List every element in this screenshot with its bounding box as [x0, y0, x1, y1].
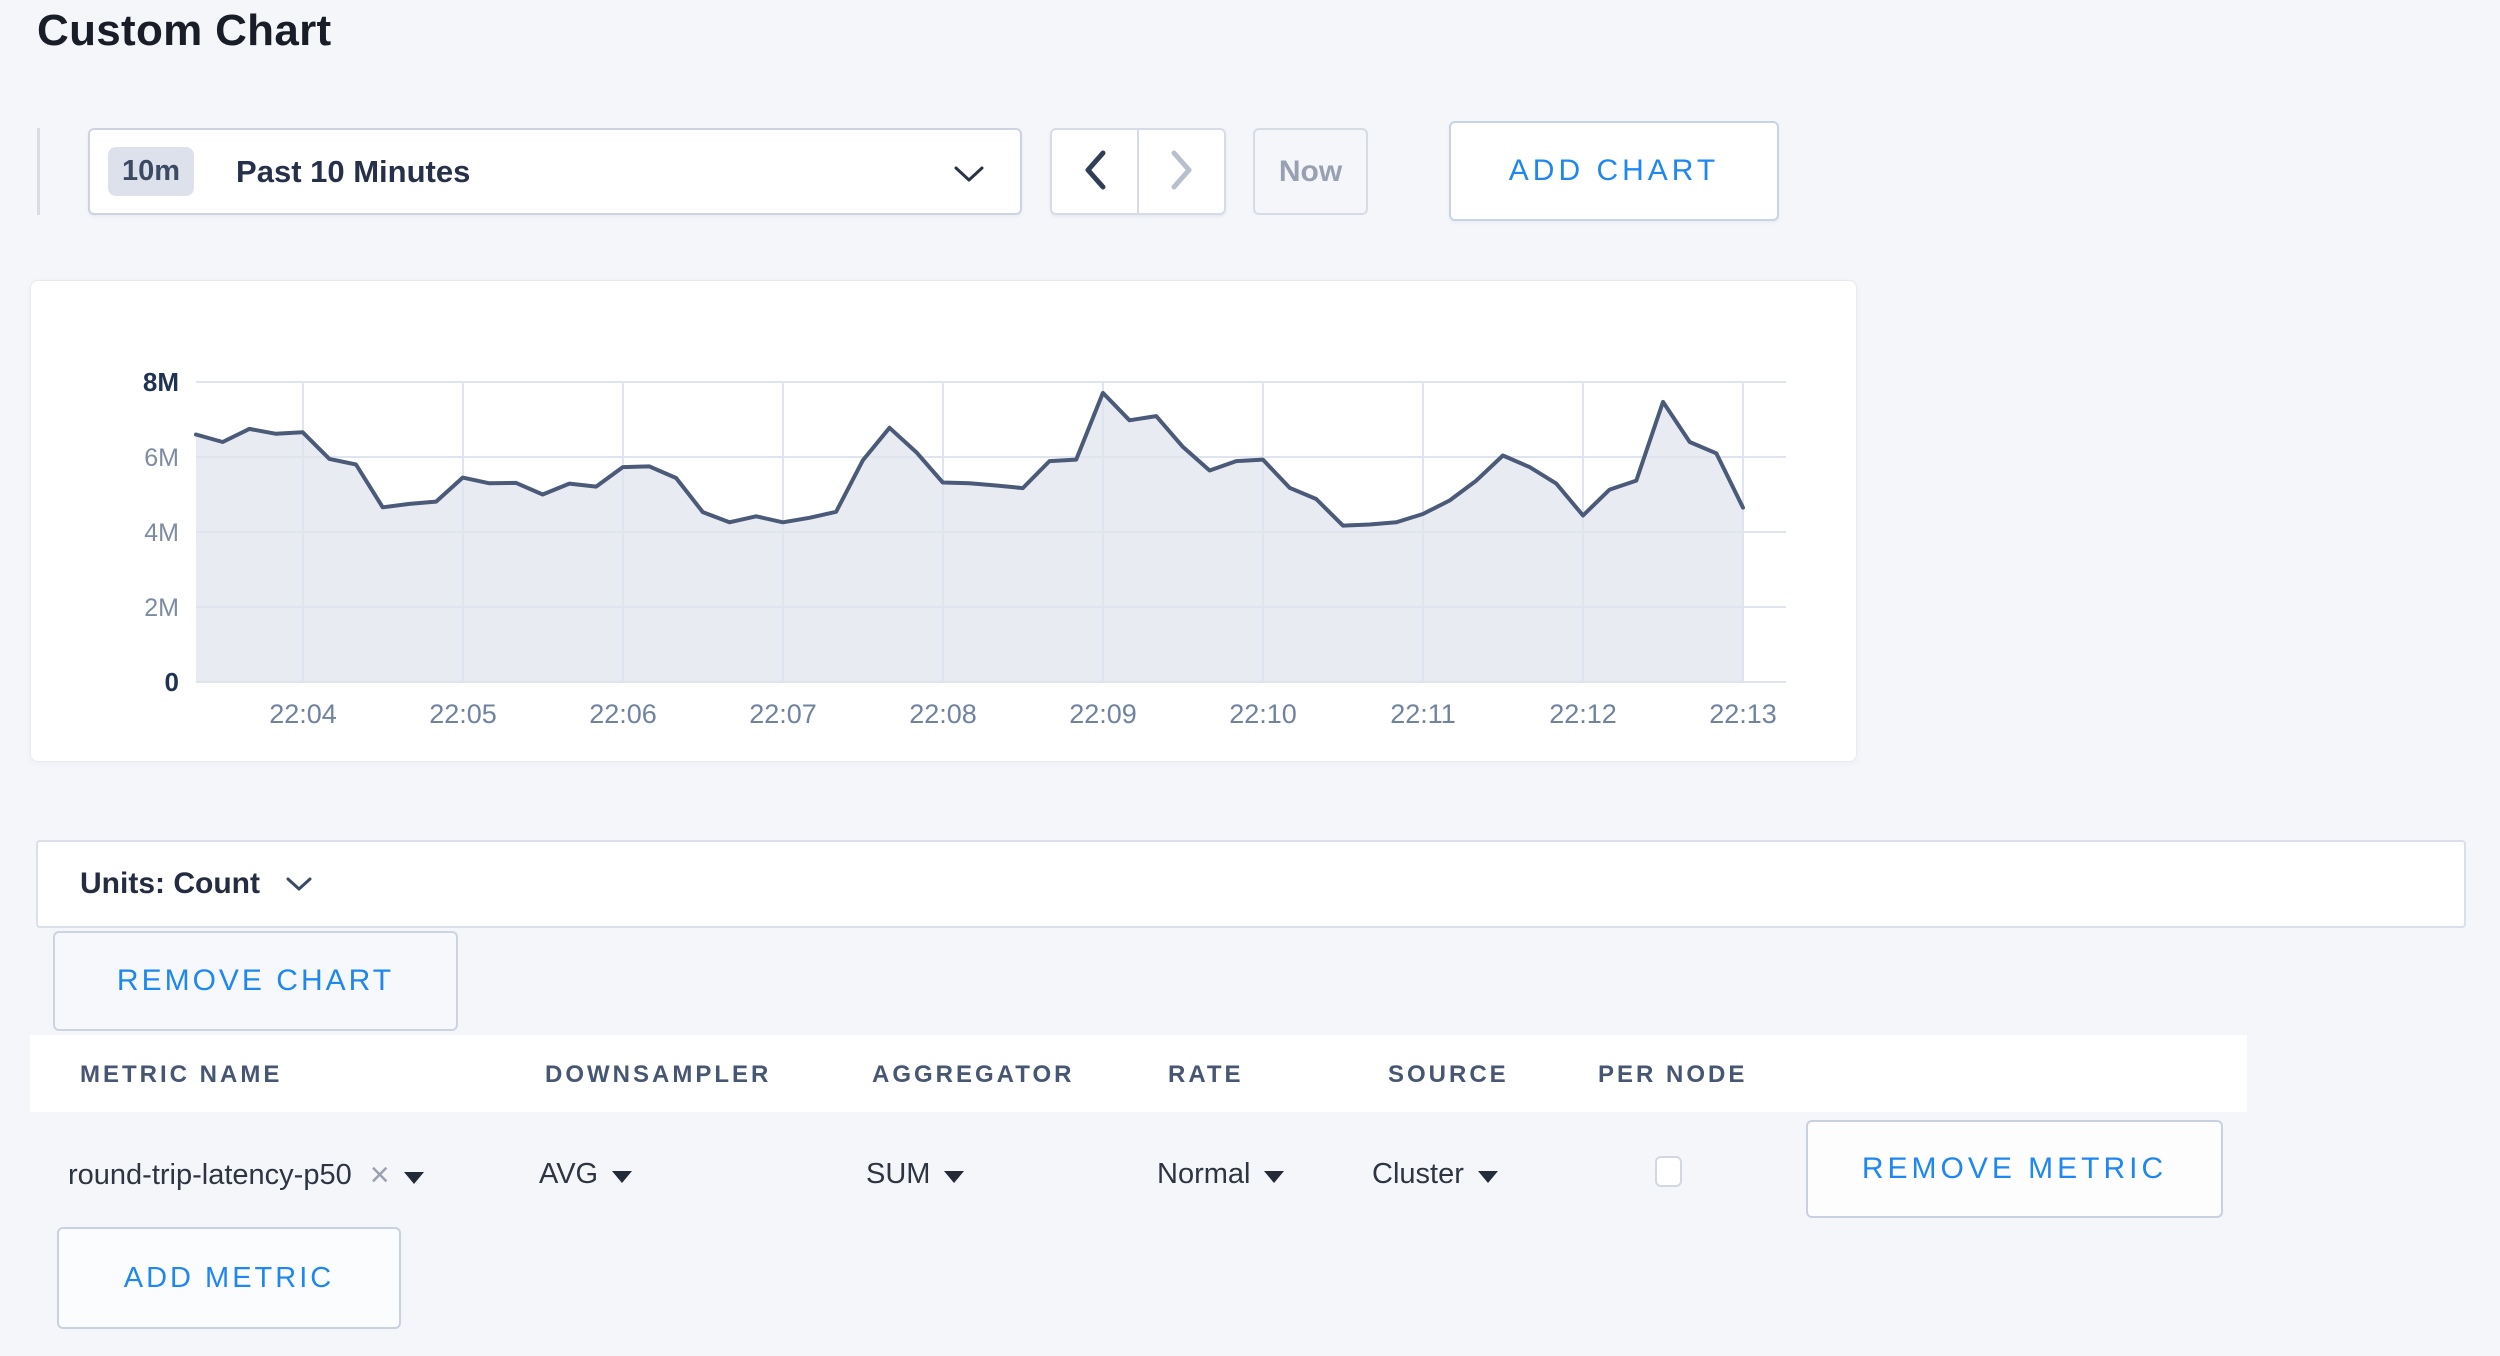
table-row: round-trip-latency-p50 × AVG SUM Normal …	[30, 1112, 2247, 1232]
column-header-aggregator: AGGREGATOR	[872, 1061, 1075, 1088]
caret-down-icon	[944, 1171, 965, 1183]
caret-down-icon	[612, 1171, 633, 1183]
svg-text:22:13: 22:13	[1709, 699, 1777, 729]
svg-text:22:05: 22:05	[429, 699, 497, 729]
page-title: Custom Chart	[37, 6, 332, 55]
chevron-right-icon	[1171, 149, 1193, 194]
remove-metric-button[interactable]: REMOVE METRIC	[1806, 1120, 2223, 1218]
svg-text:8M: 8M	[143, 367, 179, 397]
chart-card: 0 2M 4M 6M 8M 22:04 22:05 22:06 22:07 22:08 22:09 2…	[30, 280, 1857, 762]
column-header-downsampler: DOWNSAMPLER	[545, 1061, 772, 1088]
units-dropdown[interactable]: Units: Count	[36, 840, 2466, 928]
svg-text:22:11: 22:11	[1390, 699, 1456, 729]
units-label: Units: Count	[80, 867, 260, 900]
source-select[interactable]: Cluster	[1372, 1158, 1498, 1191]
svg-text:22:06: 22:06	[589, 699, 657, 729]
caret-down-icon	[1477, 1171, 1498, 1183]
svg-text:22:04: 22:04	[269, 699, 337, 729]
svg-text:4M: 4M	[144, 519, 179, 547]
custom-chart-plot: 0 2M 4M 6M 8M 22:04 22:05 22:06 22:07 22:08 22:09 2…	[143, 367, 1786, 729]
caret-down-icon	[403, 1171, 424, 1184]
svg-text:22:07: 22:07	[749, 699, 817, 729]
caret-down-icon	[1264, 1171, 1285, 1183]
time-range-badge: 10m	[108, 147, 195, 196]
rate-select[interactable]: Normal	[1157, 1158, 1285, 1191]
svg-text:6M: 6M	[144, 444, 179, 472]
add-metric-button[interactable]: ADD METRIC	[57, 1227, 401, 1329]
column-header-per-node: PER NODE	[1598, 1061, 1748, 1088]
svg-text:22:08: 22:08	[909, 699, 977, 729]
metrics-table-header: METRIC NAME DOWNSAMPLER AGGREGATOR RATE …	[30, 1035, 2247, 1112]
per-node-checkbox[interactable]	[1655, 1156, 1682, 1187]
chevron-down-icon	[954, 166, 984, 188]
column-header-source: SOURCE	[1388, 1061, 1509, 1088]
metric-name-select[interactable]: round-trip-latency-p50 ×	[68, 1158, 424, 1192]
time-range-divider	[37, 128, 40, 215]
svg-text:22:12: 22:12	[1549, 699, 1617, 729]
aggregator-select[interactable]: SUM	[866, 1158, 965, 1191]
now-button[interactable]: Now	[1253, 128, 1368, 215]
prev-time-button[interactable]	[1052, 130, 1137, 213]
remove-tag-icon[interactable]: ×	[369, 1156, 390, 1194]
svg-text:2M: 2M	[144, 594, 179, 622]
svg-text:22:09: 22:09	[1069, 699, 1137, 729]
column-header-metric-name: METRIC NAME	[80, 1061, 283, 1088]
time-range-dropdown[interactable]: 10m Past 10 Minutes	[88, 128, 1022, 215]
metric-name-value: round-trip-latency-p50	[68, 1158, 352, 1191]
chevron-left-icon	[1084, 149, 1106, 194]
chevron-down-icon	[286, 877, 312, 897]
source-value: Cluster	[1372, 1158, 1464, 1190]
remove-chart-button[interactable]: REMOVE CHART	[53, 931, 458, 1031]
downsampler-value: AVG	[539, 1158, 599, 1190]
svg-text:0: 0	[165, 667, 179, 697]
svg-text:22:10: 22:10	[1229, 699, 1297, 729]
rate-value: Normal	[1157, 1158, 1251, 1190]
add-chart-button[interactable]: ADD CHART	[1449, 121, 1779, 221]
next-time-button[interactable]	[1137, 130, 1224, 213]
aggregator-value: SUM	[866, 1158, 931, 1190]
time-nav-group	[1050, 128, 1226, 215]
downsampler-select[interactable]: AVG	[539, 1158, 633, 1191]
column-header-rate: RATE	[1168, 1061, 1244, 1088]
time-range-label: Past 10 Minutes	[236, 153, 471, 189]
